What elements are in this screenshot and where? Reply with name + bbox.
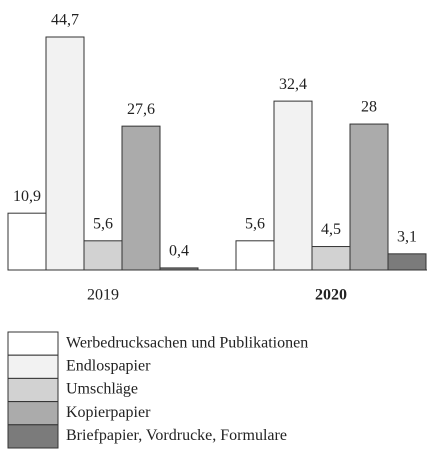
legend-label: Werbedrucksachen und Publikationen	[66, 334, 308, 351]
legend-swatch	[7, 331, 59, 356]
bar	[235, 240, 275, 271]
x-tick-label: 2019	[87, 287, 119, 304]
bar	[273, 100, 313, 271]
value-label: 27,6	[127, 101, 155, 118]
bar	[121, 125, 161, 271]
value-label: 28	[361, 99, 377, 116]
x-tick-label: 2020	[315, 287, 347, 304]
legend-swatch	[7, 377, 59, 403]
value-label: 5,6	[93, 215, 113, 232]
bar	[45, 36, 85, 271]
value-label: 3,1	[397, 229, 417, 246]
legend-swatch	[7, 401, 59, 426]
bar	[349, 123, 389, 271]
bar	[7, 212, 47, 271]
bar	[387, 253, 427, 271]
legend-label: Kopierpapier	[66, 404, 151, 421]
value-label: 5,6	[245, 215, 265, 232]
value-label: 4,5	[321, 221, 341, 238]
value-label: 10,9	[13, 188, 41, 205]
legend-label: Endlospapier	[66, 357, 151, 374]
legend-swatch	[7, 354, 59, 379]
legend-label: Umschläge	[66, 381, 138, 398]
legend-swatch	[7, 424, 59, 449]
legend-label: Briefpapier, Vordrucke, Formulare	[66, 427, 287, 444]
value-label: 0,4	[169, 243, 189, 260]
value-label: 44,7	[51, 12, 79, 29]
bar	[311, 246, 351, 271]
bar	[83, 240, 123, 271]
value-label: 32,4	[279, 76, 307, 93]
